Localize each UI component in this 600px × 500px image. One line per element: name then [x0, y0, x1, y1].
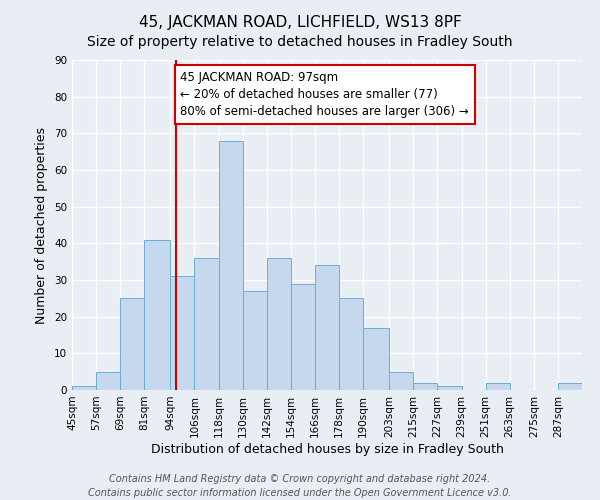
Bar: [389, 372, 413, 390]
Bar: [242, 291, 267, 390]
Bar: [413, 382, 437, 390]
Bar: [339, 298, 363, 390]
Bar: [437, 386, 461, 390]
Bar: [194, 258, 218, 390]
Bar: [218, 140, 242, 390]
Text: Contains HM Land Registry data © Crown copyright and database right 2024.
Contai: Contains HM Land Registry data © Crown c…: [88, 474, 512, 498]
Bar: [72, 386, 96, 390]
Bar: [315, 266, 339, 390]
Bar: [170, 276, 194, 390]
Bar: [485, 382, 510, 390]
Text: Size of property relative to detached houses in Fradley South: Size of property relative to detached ho…: [87, 35, 513, 49]
Text: 45, JACKMAN ROAD, LICHFIELD, WS13 8PF: 45, JACKMAN ROAD, LICHFIELD, WS13 8PF: [139, 15, 461, 30]
Bar: [291, 284, 315, 390]
Text: 45 JACKMAN ROAD: 97sqm
← 20% of detached houses are smaller (77)
80% of semi-det: 45 JACKMAN ROAD: 97sqm ← 20% of detached…: [181, 71, 469, 118]
Bar: [96, 372, 120, 390]
X-axis label: Distribution of detached houses by size in Fradley South: Distribution of detached houses by size …: [151, 442, 503, 456]
Y-axis label: Number of detached properties: Number of detached properties: [35, 126, 49, 324]
Bar: [363, 328, 389, 390]
Bar: [144, 240, 170, 390]
Bar: [120, 298, 144, 390]
Bar: [558, 382, 582, 390]
Bar: [267, 258, 291, 390]
